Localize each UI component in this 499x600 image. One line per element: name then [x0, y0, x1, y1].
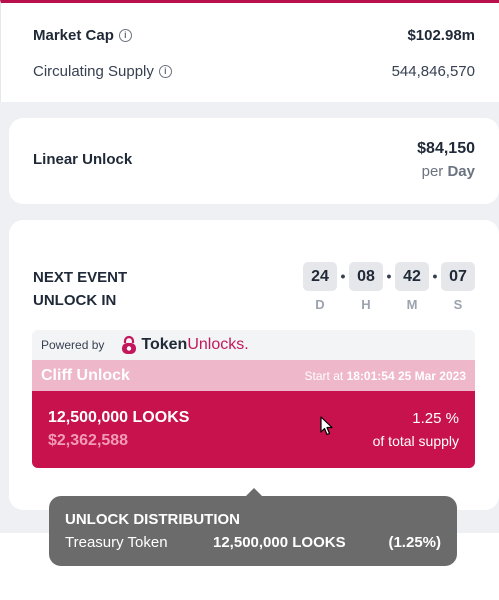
- next-event-title: NEXT EVENT UNLOCK IN: [33, 266, 173, 312]
- tooltip-title: UNLOCK DISTRIBUTION: [65, 511, 240, 528]
- cliff-start-value: 18:01:54 25 Mar 2023: [346, 368, 466, 383]
- tooltip-percent: (1.25%): [388, 534, 441, 551]
- lock-logo-icon: [122, 335, 137, 354]
- cliff-unlock-title: Cliff Unlock: [41, 366, 130, 384]
- cliff-unlock-amount: 12,500,000 LOOKS: [48, 409, 190, 426]
- brand-unlocks-text: Unlocks.: [187, 336, 249, 353]
- brand-token-text: Token: [141, 336, 188, 353]
- circulating-supply-value: 544,846,570: [391, 63, 475, 80]
- countdown-days: 24 D: [303, 262, 337, 312]
- countdown-separator: •: [432, 268, 438, 284]
- per-label: per: [421, 163, 444, 180]
- circulating-supply-label-wrap: Circulating Supply i: [33, 63, 172, 80]
- tokenunlocks-logo[interactable]: Token Unlocks.: [120, 335, 249, 355]
- mouse-cursor-icon: [320, 416, 333, 436]
- countdown-separator: •: [340, 268, 346, 284]
- countdown-seconds-unit: S: [453, 297, 463, 312]
- market-cap-value: $102.98m: [407, 27, 475, 44]
- tooltip-amount: 12,500,000 LOOKS: [213, 534, 346, 551]
- cliff-unlock-supply-label: of total supply: [372, 433, 459, 449]
- market-stats-card: Market Cap i $102.98m Circulating Supply…: [0, 0, 499, 102]
- powered-by-label: Powered by: [41, 338, 105, 352]
- countdown-hours-unit: H: [361, 297, 371, 312]
- circulating-supply-row: Circulating Supply i 544,846,570: [33, 63, 475, 80]
- countdown-hours: 08 H: [349, 262, 383, 312]
- linear-unlock-card: Linear Unlock $84,150 per Day: [9, 118, 499, 204]
- market-cap-label-wrap: Market Cap i: [33, 27, 132, 44]
- cliff-unlock-header: Cliff Unlock Start at 18:01:54 25 Mar 20…: [32, 360, 475, 391]
- cliff-unlock-usd: $2,362,588: [48, 432, 129, 449]
- linear-unlock-period: per Day: [422, 163, 475, 180]
- countdown-separator: •: [386, 268, 392, 284]
- countdown-hours-value: 08: [349, 262, 383, 291]
- period-value: Day: [447, 163, 475, 180]
- info-icon[interactable]: i: [158, 65, 172, 78]
- next-event-title-line2: UNLOCK IN: [33, 292, 117, 309]
- next-event-title-line1: NEXT EVENT: [33, 269, 128, 286]
- countdown-days-value: 24: [303, 262, 337, 291]
- cliff-start-prefix: Start at: [304, 368, 344, 383]
- powered-by-bar: Powered by Token Unlocks.: [32, 330, 475, 360]
- circulating-supply-label: Circulating Supply: [33, 63, 154, 80]
- countdown-minutes: 42 M: [395, 262, 429, 312]
- linear-unlock-label: Linear Unlock: [33, 151, 133, 168]
- tooltip-arrow: [246, 488, 262, 496]
- linear-unlock-amount: $84,150: [417, 140, 475, 157]
- countdown-seconds-value: 07: [441, 262, 475, 291]
- unlock-distribution-tooltip: UNLOCK DISTRIBUTION Treasury Token 12,50…: [49, 496, 457, 566]
- countdown-timer: 24 D • 08 H • 42 M • 07 S: [303, 262, 475, 312]
- market-cap-label: Market Cap: [33, 27, 114, 44]
- market-cap-row: Market Cap i $102.98m: [33, 27, 475, 44]
- info-icon[interactable]: i: [118, 29, 132, 42]
- cliff-unlock-body[interactable]: 12,500,000 LOOKS $2,362,588 1.25 % of to…: [32, 391, 475, 468]
- cliff-start-time: Start at 18:01:54 25 Mar 2023: [305, 369, 466, 383]
- next-event-card: NEXT EVENT UNLOCK IN 24 D • 08 H • 42 M …: [9, 220, 499, 510]
- countdown-seconds: 07 S: [441, 262, 475, 312]
- countdown-minutes-unit: M: [406, 297, 418, 312]
- cliff-unlock-percent: 1.25 %: [412, 410, 459, 427]
- countdown-days-unit: D: [315, 297, 325, 312]
- tooltip-recipient: Treasury Token: [65, 534, 168, 551]
- countdown-minutes-value: 42: [395, 262, 429, 291]
